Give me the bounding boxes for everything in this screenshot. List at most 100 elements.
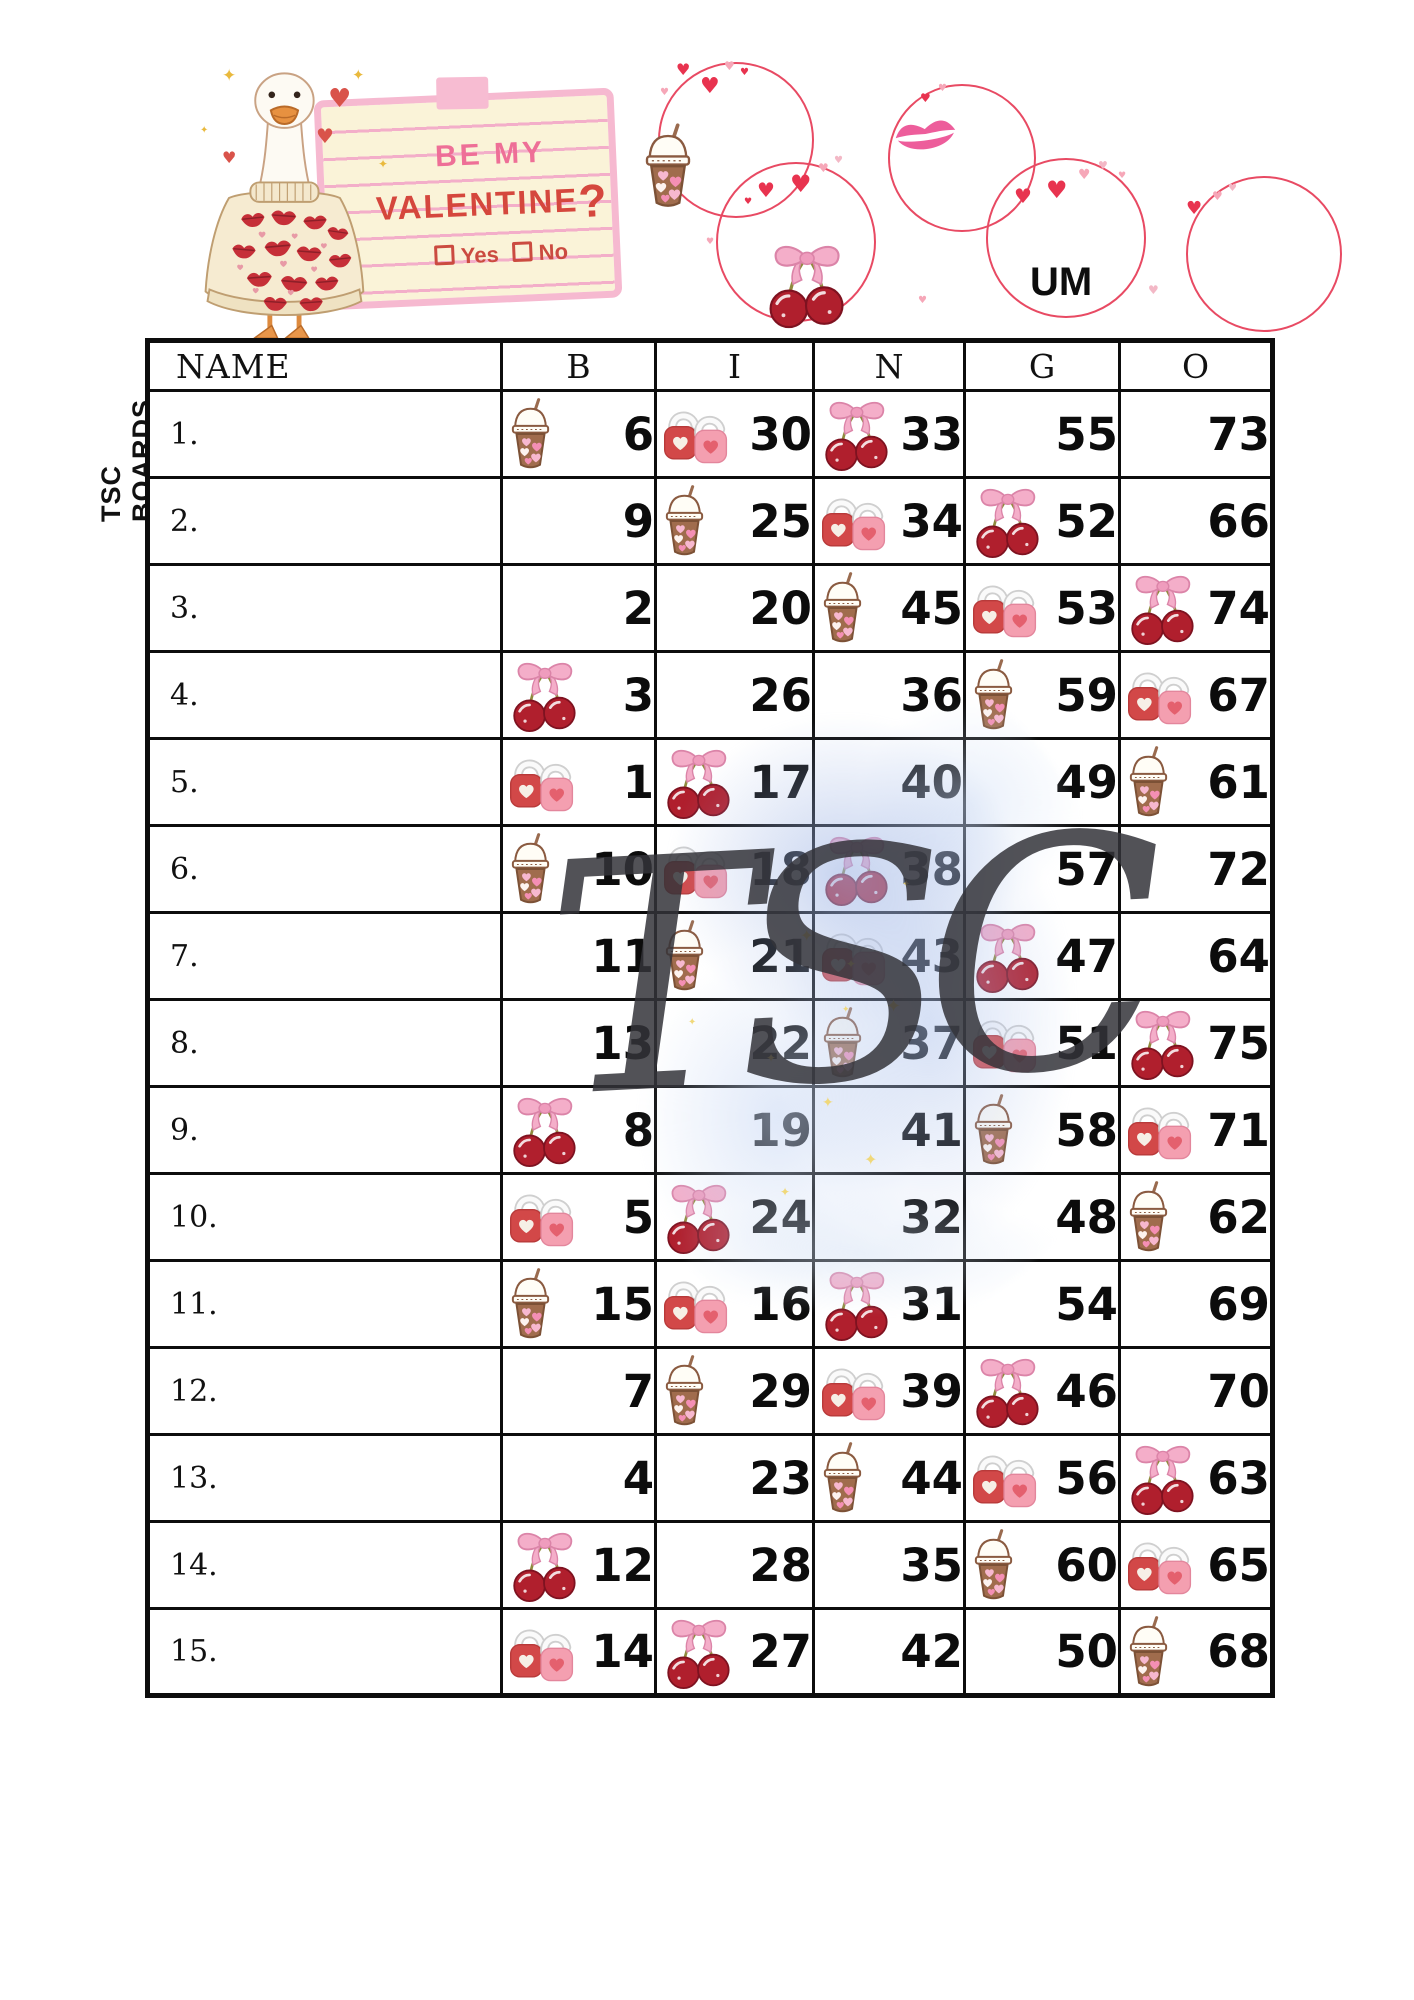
cell-number: 37 xyxy=(900,1016,963,1070)
board-row: 6. 10 18 38 57 72 xyxy=(146,824,1274,914)
cell-number: 69 xyxy=(1207,1277,1270,1331)
cell-N38: 38 xyxy=(812,824,966,914)
cell-I25: 25 xyxy=(654,476,815,566)
cell-O75: 75 xyxy=(1118,998,1274,1088)
name-cell[interactable]: 15. xyxy=(146,1607,503,1697)
heart-icon: ♥ xyxy=(316,124,334,148)
locks-icon xyxy=(509,1629,574,1681)
cherries-icon xyxy=(513,1532,576,1602)
cell-N31: 31 xyxy=(812,1259,966,1349)
cell-B11: 11 xyxy=(500,911,657,1001)
cell-number: 46 xyxy=(1055,1364,1118,1418)
sparkle-icon: ✦ xyxy=(846,957,857,971)
locks-icon xyxy=(509,759,574,812)
name-cell[interactable]: 6. xyxy=(146,824,503,914)
cell-O70: 70 xyxy=(1118,1346,1274,1436)
cherries-icon xyxy=(769,245,844,329)
name-cell[interactable]: 8. xyxy=(146,998,503,1088)
name-cell[interactable]: 2. xyxy=(146,476,503,566)
name-cell[interactable]: 1. xyxy=(146,389,503,479)
heart-icon: ♥ xyxy=(757,178,775,202)
drink-icon xyxy=(1129,1615,1168,1686)
goose-mascot xyxy=(190,50,375,346)
column-header-I: I xyxy=(654,339,815,392)
cell-G57: 57 xyxy=(963,824,1121,914)
heart-icon: ♥ xyxy=(818,161,829,175)
cell-number: 43 xyxy=(900,929,963,983)
cherries-icon xyxy=(825,1271,888,1341)
name-cell[interactable]: 14. xyxy=(146,1520,503,1610)
cell-B1: 1 xyxy=(500,737,657,827)
cell-B10: 10 xyxy=(500,824,657,914)
drink-icon xyxy=(974,659,1013,730)
heart-icon: ♥ xyxy=(1148,283,1159,297)
name-cell[interactable]: 7. xyxy=(146,911,503,1001)
sparkle-icon: ✦ xyxy=(822,1095,834,1111)
cell-number: 67 xyxy=(1207,668,1270,722)
board-row: 1. 6 30 33 55 73 xyxy=(146,389,1274,479)
name-cell[interactable]: 4. xyxy=(146,650,503,740)
drink-icon xyxy=(823,1007,862,1078)
cell-number: 7 xyxy=(622,1364,654,1418)
row-number: 12. xyxy=(170,1373,218,1409)
cell-B13: 13 xyxy=(500,998,657,1088)
cherries-icon xyxy=(1131,575,1194,645)
note-line1: BE MY xyxy=(434,135,546,174)
board-row: 13. 4 23 44 56 63 xyxy=(146,1433,1274,1523)
drink-cup-icon xyxy=(640,122,696,214)
name-cell[interactable]: 9. xyxy=(146,1085,503,1175)
cell-number: 36 xyxy=(900,668,963,722)
drink-icon xyxy=(511,1268,550,1339)
cell-number: 28 xyxy=(749,1538,812,1592)
cherries-icon xyxy=(667,1619,730,1689)
name-cell[interactable]: 11. xyxy=(146,1259,503,1349)
cell-number: 18 xyxy=(749,842,812,896)
drink-icon xyxy=(511,398,550,469)
heart-icon: ♥ xyxy=(1014,184,1032,208)
locks-icon xyxy=(972,1020,1037,1073)
cell-N36: 36 xyxy=(812,650,966,740)
cell-O65: 65 xyxy=(1118,1520,1274,1610)
name-cell[interactable]: 10. xyxy=(146,1172,503,1262)
cell-number: 54 xyxy=(1055,1277,1118,1331)
column-header-G: G xyxy=(963,339,1121,392)
name-cell[interactable]: 3. xyxy=(146,563,503,653)
cell-number: 60 xyxy=(1055,1538,1118,1592)
heart-icon: ♥ xyxy=(328,84,352,114)
row-number: 15. xyxy=(170,1634,218,1669)
board-row: 3. 2 20 45 53 74 xyxy=(146,563,1274,653)
name-cell[interactable]: 13. xyxy=(146,1433,503,1523)
cell-number: 42 xyxy=(900,1625,963,1678)
cell-O72: 72 xyxy=(1118,824,1274,914)
row-number: 9. xyxy=(170,1112,199,1148)
heart-icon: ♥ xyxy=(222,148,237,167)
question-mark: ? xyxy=(577,173,610,228)
row-number: 3. xyxy=(170,590,199,626)
cell-O62: 62 xyxy=(1118,1172,1274,1262)
cell-number: 8 xyxy=(622,1103,654,1157)
cell-number: 29 xyxy=(749,1364,812,1418)
cell-number: 53 xyxy=(1055,581,1118,635)
cell-number: 49 xyxy=(1055,755,1118,809)
cell-G56: 56 xyxy=(963,1433,1121,1523)
drink-icon xyxy=(823,572,862,643)
cell-O67: 67 xyxy=(1118,650,1274,740)
locks-icon xyxy=(972,585,1037,638)
row-number: 11. xyxy=(170,1286,218,1322)
cell-B4: 4 xyxy=(500,1433,657,1523)
cell-G53: 53 xyxy=(963,563,1121,653)
cell-number: 5 xyxy=(622,1190,654,1244)
sparkle-icon: ✦ xyxy=(902,879,911,890)
locks-icon xyxy=(821,1368,886,1421)
sparkle-icon: ✦ xyxy=(352,66,365,84)
header-row: NAME B I N G O xyxy=(146,339,1274,392)
sparkle-icon: ✦ xyxy=(688,1017,697,1028)
locks-icon xyxy=(821,498,886,551)
cell-number: 57 xyxy=(1055,842,1118,896)
cell-number: 41 xyxy=(900,1103,963,1157)
name-cell[interactable]: 12. xyxy=(146,1346,503,1436)
cell-N45: 45 xyxy=(812,563,966,653)
cherries-icon xyxy=(825,401,888,471)
name-cell[interactable]: 5. xyxy=(146,737,503,827)
